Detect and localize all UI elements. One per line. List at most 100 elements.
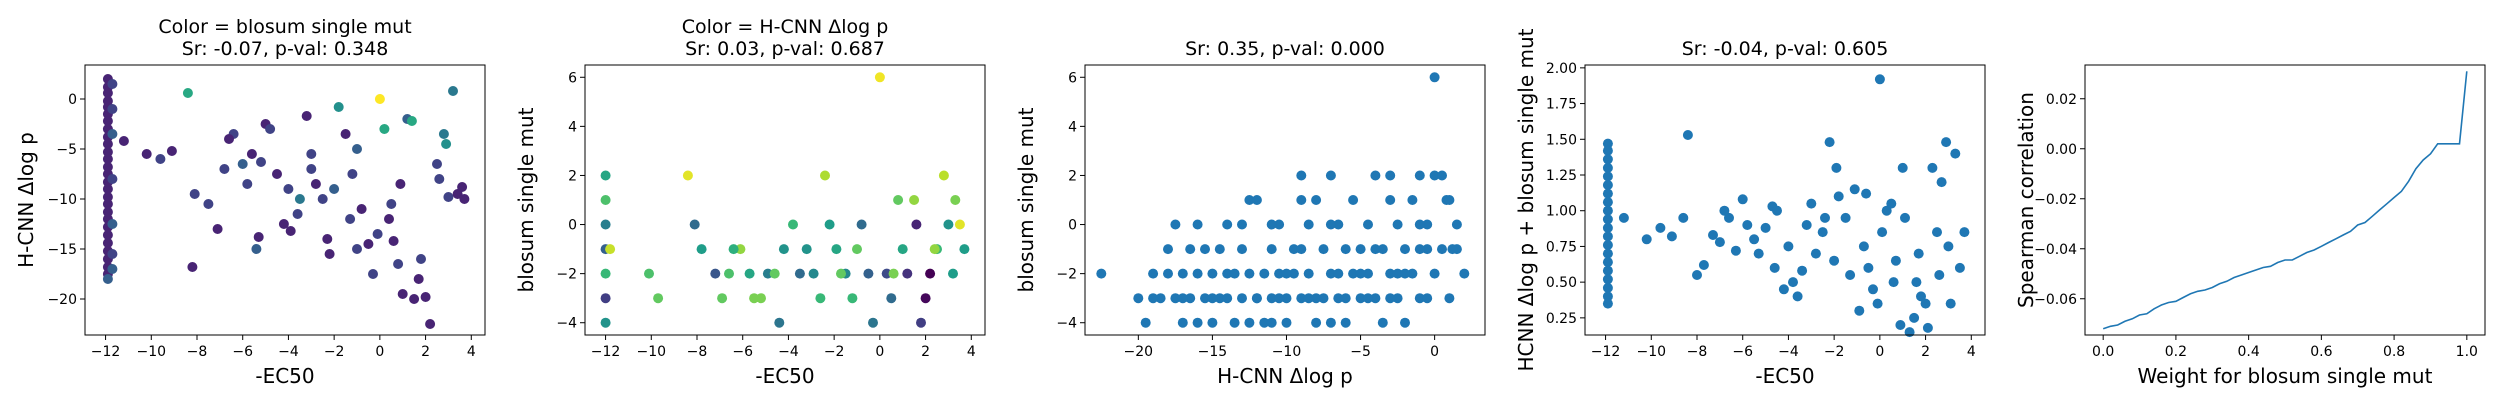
scatter-point xyxy=(1170,293,1181,304)
x-tick-label: −4 xyxy=(778,344,799,360)
scatter-point xyxy=(1288,268,1299,279)
scatter-point xyxy=(1177,317,1188,328)
scatter-point xyxy=(1849,184,1860,195)
scatter-point xyxy=(1214,293,1225,304)
y-tick-label: 2 xyxy=(568,168,577,184)
scatter-point xyxy=(1932,227,1942,238)
scatter-point xyxy=(441,139,452,149)
scatter-point xyxy=(425,319,436,329)
scatter-point xyxy=(1429,268,1440,279)
scatter-point xyxy=(1325,317,1336,328)
scatter-point xyxy=(1714,237,1725,248)
scatter-point xyxy=(856,219,867,230)
scatter-point xyxy=(1444,195,1455,205)
scatter-point xyxy=(1244,268,1255,279)
scatter-point xyxy=(102,238,113,248)
scatter-point xyxy=(420,292,431,302)
scatter-point xyxy=(1296,293,1307,304)
scatter-point xyxy=(278,219,289,229)
scatter-point xyxy=(1385,268,1396,279)
y-tick-label: 0.00 xyxy=(2046,142,2077,158)
scatter-point xyxy=(1377,317,1388,328)
scatter-point xyxy=(1927,162,1938,173)
scatter-point xyxy=(306,164,317,174)
y-tick-label: −0.06 xyxy=(2034,292,2077,308)
scatter-point xyxy=(1749,234,1760,245)
scatter-point xyxy=(600,219,611,230)
scatter-point xyxy=(189,189,200,199)
x-tick-label: −20 xyxy=(1124,344,1154,360)
scatter-point xyxy=(925,268,936,279)
scatter-point xyxy=(717,293,728,304)
scatter-point xyxy=(379,124,390,134)
scatter-point xyxy=(948,268,958,279)
scatter-point xyxy=(1214,244,1225,255)
x-tick-label: 2 xyxy=(421,344,430,360)
scatter-point xyxy=(1355,293,1366,304)
scatter-point xyxy=(1888,277,1899,288)
scatter-point xyxy=(1229,317,1240,328)
scatter-point xyxy=(212,224,223,234)
scatter-point xyxy=(141,149,152,159)
scatter-point xyxy=(1266,317,1277,328)
x-tick-label: −8 xyxy=(687,344,708,360)
scatter-point xyxy=(102,139,113,149)
scatter-point xyxy=(1447,244,1458,255)
scatter-point xyxy=(1797,265,1808,276)
scatter-point xyxy=(1861,188,1872,199)
scatter-point xyxy=(600,317,611,328)
scatter-point xyxy=(1222,219,1233,230)
scatter-point xyxy=(102,147,113,157)
scatter-point xyxy=(294,194,305,204)
scatter-point xyxy=(386,199,397,209)
scatter-point xyxy=(1820,212,1830,223)
scatter-point xyxy=(155,154,166,164)
scatter-point xyxy=(1666,231,1677,242)
x-axis-label: H-CNN Δlog p xyxy=(1217,364,1353,388)
scatter-point xyxy=(1909,312,1920,323)
scatter-point xyxy=(852,244,862,255)
scatter-point xyxy=(1333,268,1344,279)
scatter-point xyxy=(1602,240,1613,250)
scatter-point xyxy=(102,162,113,172)
scatter-point xyxy=(1737,194,1748,205)
y-tick-label: 0.75 xyxy=(1546,239,1577,255)
x-tick-label: −10 xyxy=(637,344,667,360)
scatter-point xyxy=(347,169,358,179)
scatter-point xyxy=(1311,317,1322,328)
scatter-point xyxy=(384,214,394,224)
scatter-point xyxy=(1602,222,1613,233)
scatter-point xyxy=(1829,255,1840,266)
scatter-point xyxy=(1868,284,1878,295)
scatter-point xyxy=(237,159,248,169)
scatter-point xyxy=(1148,293,1159,304)
scatter-point xyxy=(1806,198,1817,209)
scatter-point xyxy=(1788,277,1798,288)
scatter-point xyxy=(368,269,378,279)
y-tick-label: 1.00 xyxy=(1546,204,1577,220)
x-tick-label: −10 xyxy=(1272,344,1302,360)
chart-title-line1: Color = blosum single mut xyxy=(158,16,411,38)
scatter-point xyxy=(929,244,940,255)
scatter-point xyxy=(1303,293,1314,304)
scatter-point xyxy=(1854,305,1865,316)
scatter-point xyxy=(242,179,253,189)
scatter-point xyxy=(107,249,118,259)
scatter-point xyxy=(1698,260,1709,270)
scatter-point xyxy=(272,169,282,179)
scatter-point xyxy=(1207,268,1218,279)
scatter-point xyxy=(1422,219,1433,230)
scatter-point xyxy=(653,293,664,304)
scatter-point xyxy=(1385,195,1396,205)
scatter-point xyxy=(1429,72,1440,83)
x-tick-label: −15 xyxy=(1198,344,1228,360)
scatter-point xyxy=(251,244,262,254)
scatter-point xyxy=(1760,222,1771,233)
scatter-point xyxy=(1251,195,1262,205)
scatter-point xyxy=(107,79,118,89)
x-axis-label: -EC50 xyxy=(255,364,314,388)
y-tick-label: −20 xyxy=(47,292,77,308)
scatter-point xyxy=(1916,291,1926,302)
scatter-point xyxy=(301,111,312,121)
scatter-point xyxy=(1400,244,1410,255)
